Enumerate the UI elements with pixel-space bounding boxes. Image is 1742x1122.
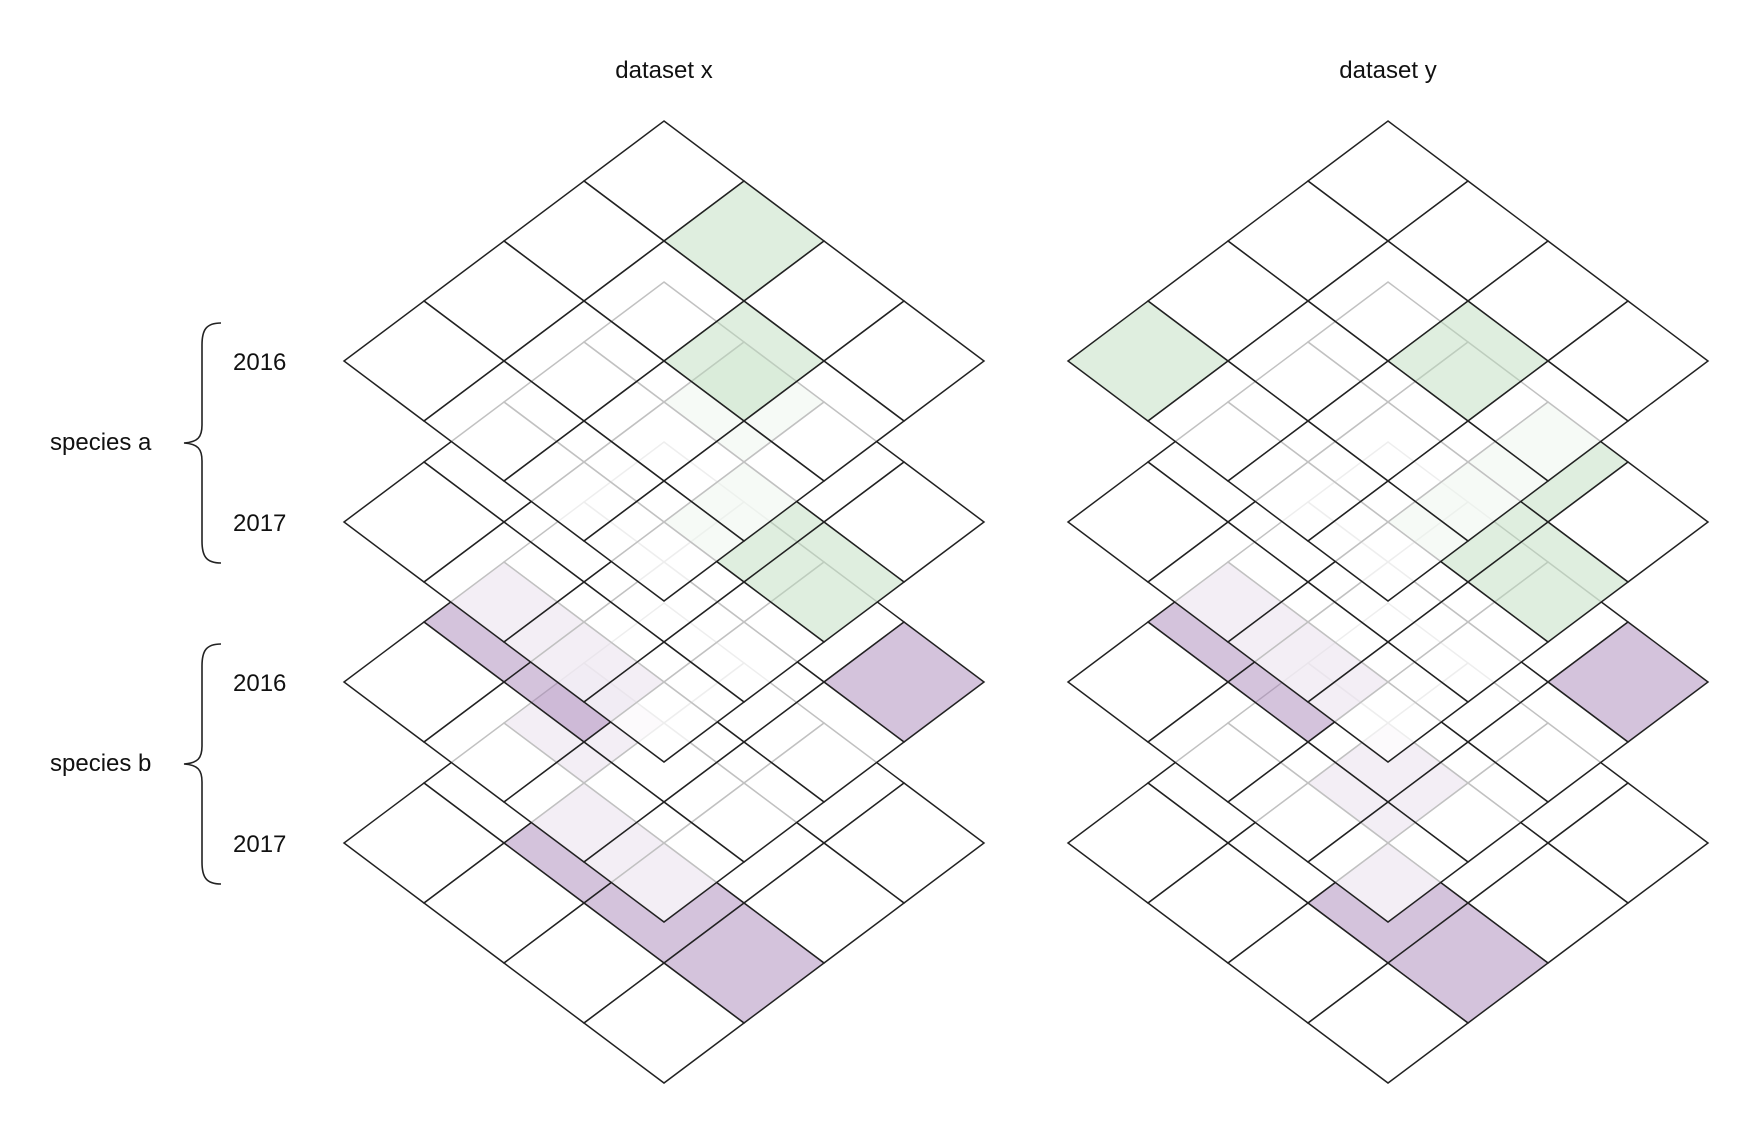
brace-species-b: [183, 643, 222, 885]
grid-cell: [582, 801, 746, 923]
layer-label-b-2016: 2016: [233, 670, 286, 697]
column-title-y: dataset y: [1339, 57, 1436, 84]
grid-cell: [1306, 480, 1470, 602]
grid-cell: [582, 962, 746, 1084]
brace-species-a: [183, 322, 222, 564]
grid-layer-dataset-x-species-a-2016: [342, 120, 986, 602]
layer-label-a-2016: 2016: [233, 349, 286, 376]
grid-cell: [1306, 641, 1470, 763]
grid-cell: [582, 641, 746, 763]
layer-label-b-2017: 2017: [233, 831, 286, 858]
group-label-species-a: species a: [50, 429, 152, 456]
grid-layers: [342, 120, 1710, 1084]
grid-cell: [1306, 962, 1470, 1084]
grid-layer-dataset-y-species-a-2016: [1066, 120, 1710, 602]
layer-label-a-2017: 2017: [233, 510, 286, 537]
grid-cell: [582, 480, 746, 602]
column-title-x: dataset x: [615, 57, 712, 84]
grid-cell: [1306, 801, 1470, 923]
group-label-species-b: species b: [50, 750, 151, 777]
